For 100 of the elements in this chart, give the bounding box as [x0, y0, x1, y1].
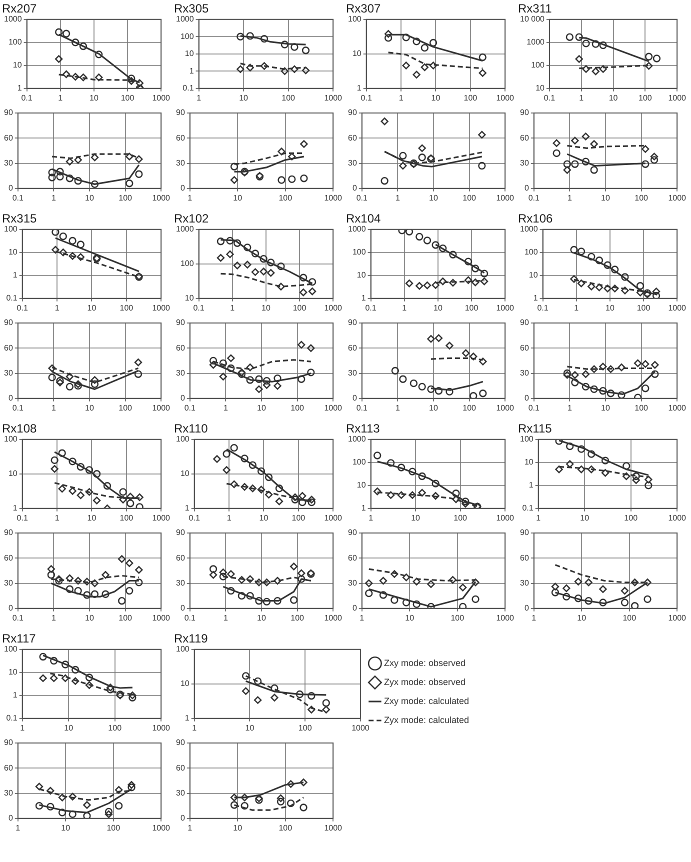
y-tick-label: 10 [356, 270, 366, 280]
x-tick-label: 10 [64, 723, 74, 732]
y-tick-label: 60 [520, 133, 530, 142]
y-tick-label: 0.1 [6, 294, 18, 303]
x-tick-label: 100 [454, 513, 468, 522]
chart-title: Rx115 [518, 422, 552, 436]
y-tick-label: 90 [176, 528, 186, 538]
x-tick-label: 1000 [496, 613, 515, 622]
x-tick-label: 1000 [668, 303, 687, 312]
point [251, 250, 260, 258]
x-tick-label: 1000 [152, 403, 171, 412]
y-tick-label: 1000 [520, 224, 538, 234]
x-tick-label: 1000 [668, 513, 687, 522]
y-tick-label: 90 [176, 108, 186, 118]
x-tick-label: 10 [601, 403, 610, 412]
y-tick-label: 1 [12, 690, 18, 700]
x-tick-label: 10 [433, 303, 443, 312]
x-tick-label: 10 [429, 193, 438, 202]
y-tick-label: 100 [180, 32, 194, 41]
point [260, 255, 268, 263]
x-tick-label: 100 [282, 93, 296, 102]
y-tick-label: 0 [8, 394, 14, 403]
y-tick-label: 30 [176, 578, 186, 588]
chart-title: Rx106 [518, 212, 554, 226]
chart-title: Rx102 [174, 212, 210, 226]
y-tick-label: 100 [176, 434, 190, 444]
y-tick-label: 30 [348, 578, 358, 588]
y-tick-label: 30 [520, 158, 530, 168]
x-tick-label: 1 [54, 513, 60, 522]
point [209, 356, 218, 365]
y-tick-label: 10 [12, 60, 22, 70]
y-tick-label: 90 [520, 318, 530, 328]
y-tick-label: 1 [361, 504, 366, 513]
x-tick-label: 1 [579, 93, 584, 102]
y-tick-label: 60 [176, 763, 186, 772]
x-tick-label: 100 [278, 193, 293, 202]
y-tick-label: 1000 [526, 38, 546, 47]
x-tick-label: 1000 [152, 613, 171, 622]
y-tick-label: 0 [524, 604, 530, 613]
y-tick-label: 30 [4, 368, 14, 378]
y-tick-label: 1 [184, 504, 190, 513]
x-tick-label: 1 [574, 303, 580, 312]
chart-title: Rx315 [2, 212, 38, 226]
point [68, 236, 76, 245]
y-tick-label: 100 [348, 14, 362, 24]
point [233, 262, 242, 270]
x-tick-label: 1 [398, 93, 404, 102]
x-tick-label: 100 [462, 403, 477, 412]
y-tick-label: 30 [348, 368, 358, 378]
y-tick-label: 10 [180, 469, 190, 478]
point [277, 262, 285, 270]
y-tick-label: 1000 [176, 14, 194, 24]
y-tick-label: 0.1 [6, 714, 18, 723]
x-tick-label: 100 [450, 613, 465, 622]
y-tick-label: 1 [17, 84, 22, 93]
point [227, 354, 235, 362]
point [76, 253, 85, 261]
x-tick-label: 10 [405, 613, 415, 622]
y-tick-label: 100 [180, 259, 194, 268]
x-tick-label: 10 [233, 823, 243, 832]
y-tick-label: 30 [176, 788, 186, 798]
y-tick-label: 0 [8, 184, 14, 193]
x-tick-label: 10 [87, 303, 97, 312]
x-tick-label: 100 [108, 723, 122, 732]
point [226, 250, 234, 258]
x-tick-label: 10 [261, 303, 271, 312]
point [246, 376, 254, 384]
x-tick-label: 100 [120, 303, 134, 312]
x-tick-label: 100 [278, 823, 293, 832]
x-tick-label: 10 [85, 613, 94, 622]
y-tick-label: 60 [4, 343, 14, 352]
point [267, 258, 275, 266]
legend-label: Zxy mode: observed [384, 658, 466, 668]
y-tick-label: 90 [520, 528, 530, 538]
point [52, 229, 60, 236]
y-tick-label: 60 [348, 343, 358, 352]
y-tick-label: 30 [520, 578, 530, 588]
y-tick-label: 0 [180, 814, 186, 823]
x-tick-label: 1 [402, 303, 408, 312]
y-tick-label: 100 [4, 434, 18, 444]
point [267, 269, 275, 277]
x-tick-label: 1000 [496, 93, 515, 102]
x-tick-label: 100 [120, 513, 134, 522]
point [274, 382, 282, 390]
x-tick-label: 100 [462, 193, 477, 202]
chart-title: Rx207 [2, 2, 38, 16]
y-tick-label: 100 [520, 434, 534, 444]
x-tick-label: 10 [257, 613, 266, 622]
chart-title: Rx113 [346, 422, 380, 436]
point [244, 244, 252, 252]
point [260, 268, 268, 276]
x-tick-label: 100 [292, 513, 306, 522]
x-tick-label: 1 [51, 193, 56, 202]
x-tick-label: 100 [622, 613, 637, 622]
y-tick-label: 0.1 [522, 504, 534, 513]
chart-title: Rx307 [346, 2, 382, 16]
chart-title: Rx305 [174, 2, 210, 16]
y-tick-label: 60 [348, 133, 358, 142]
chart-title: Rx311 [518, 2, 552, 16]
x-tick-label: 1000 [152, 193, 171, 202]
